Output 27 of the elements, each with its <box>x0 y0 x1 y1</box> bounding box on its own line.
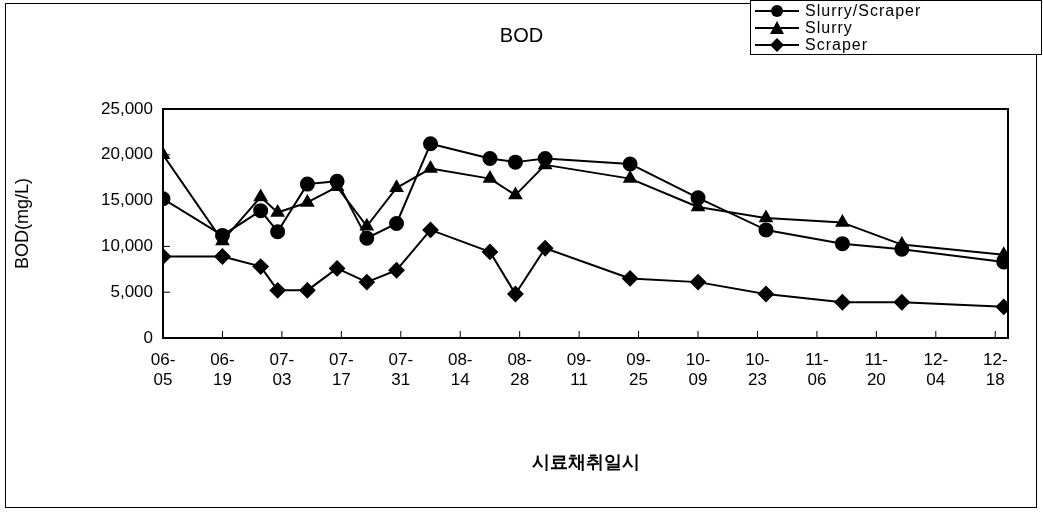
x-tick-label: 08-14 <box>447 349 473 390</box>
x-tick-label: 07-31 <box>388 349 414 390</box>
x-tick-label: 08-28 <box>507 349 532 390</box>
y-axis-title: BOD(mg/L) <box>11 177 32 270</box>
y-tick-label: 10,000 <box>101 236 153 256</box>
x-tick-label: 06-19 <box>210 349 235 390</box>
x-tick-label: 06-05 <box>150 349 176 390</box>
x-tick-label: 10-09 <box>685 349 711 390</box>
legend-label: Slurry <box>805 18 853 37</box>
y-tick-label: 0 <box>143 327 153 347</box>
x-axis-title: 시료채취일시 <box>531 452 640 473</box>
x-tick-label: 11-06 <box>805 349 829 390</box>
x-tick-label: 09-25 <box>626 349 651 390</box>
y-tick-label: 20,000 <box>101 144 153 164</box>
x-tick-label: 09-11 <box>566 349 592 390</box>
legend-label: Slurry/Scraper <box>805 1 922 20</box>
y-tick-label: 5,000 <box>110 281 153 301</box>
y-tick-label: 15,000 <box>101 190 153 210</box>
y-tick-label: 25,000 <box>101 98 153 118</box>
x-tick-label: 12-04 <box>923 349 949 390</box>
x-tick-label: 12-18 <box>982 349 1008 390</box>
chart-title: BOD <box>499 24 544 46</box>
legend-label: Scraper <box>805 35 869 54</box>
x-tick-label: 10-23 <box>745 349 770 390</box>
x-tick-label: 11-20 <box>864 349 889 390</box>
x-tick-label: 07-17 <box>329 349 354 390</box>
x-tick-label: 07-03 <box>269 349 295 390</box>
